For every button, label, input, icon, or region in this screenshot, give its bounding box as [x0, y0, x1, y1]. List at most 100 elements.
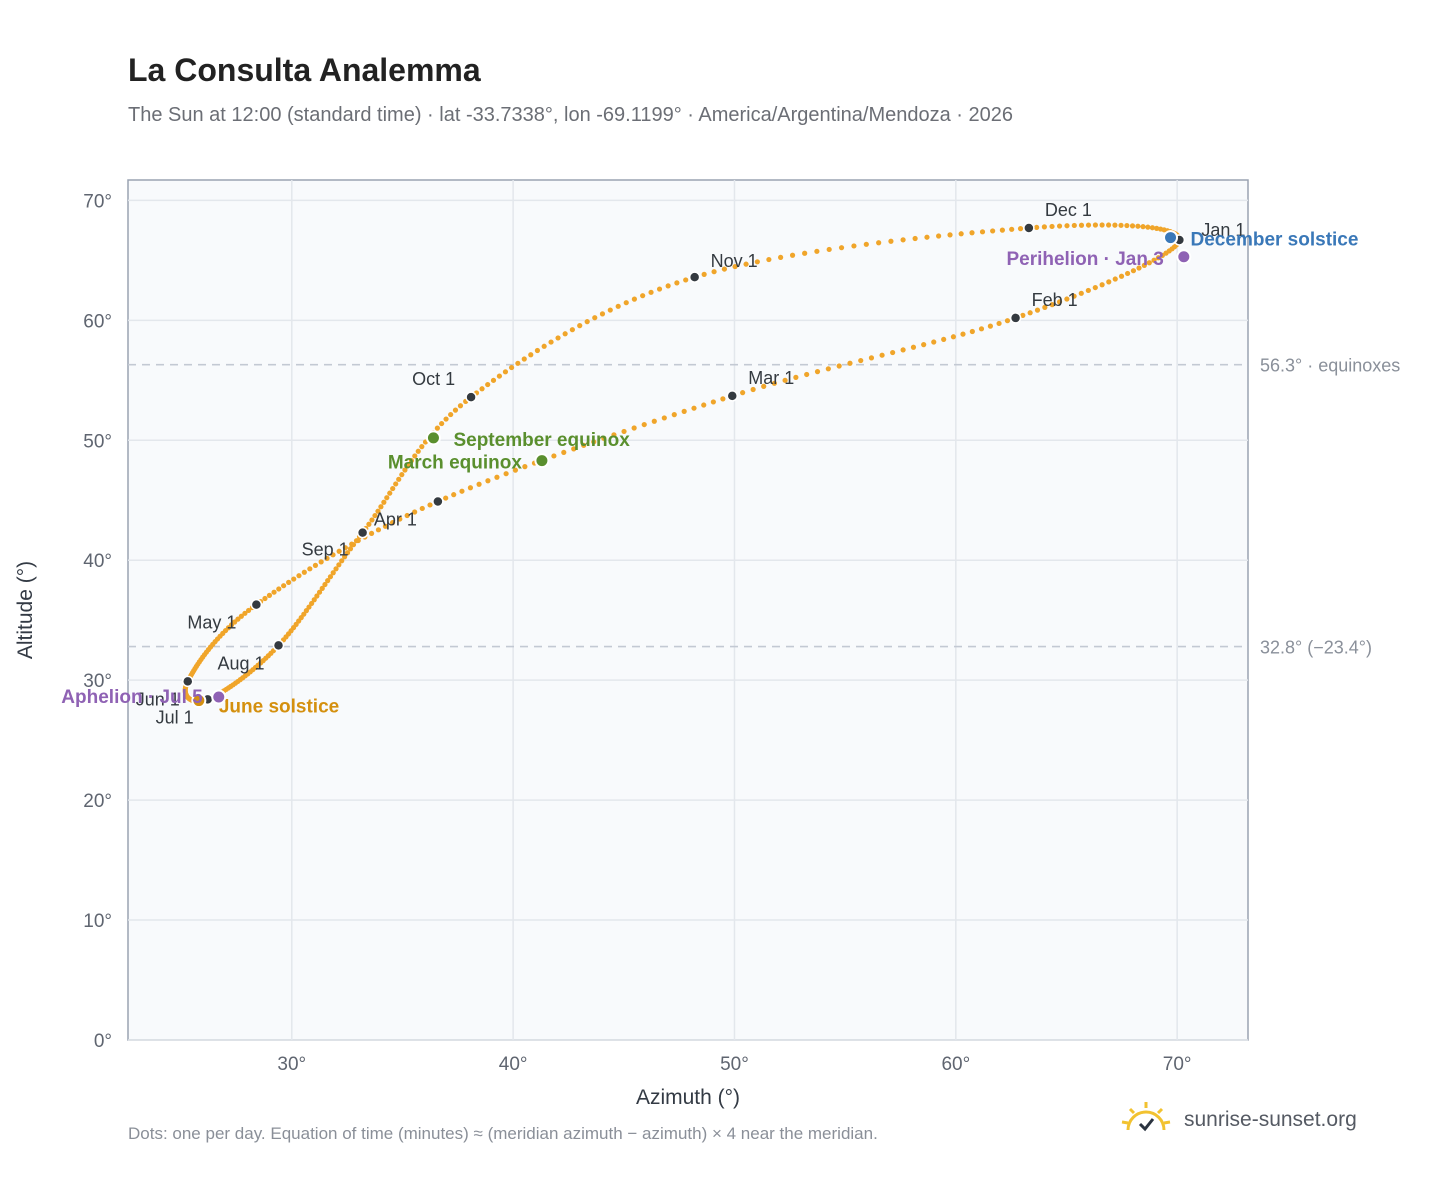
x-tick-label: 40° [499, 1054, 528, 1075]
day-dot [1099, 222, 1105, 228]
day-dot [979, 229, 986, 235]
day-dot [771, 380, 777, 386]
day-dot [931, 339, 937, 345]
day-dot [826, 246, 832, 253]
day-dot [512, 467, 519, 473]
y-tick-label: 40° [83, 551, 112, 572]
day-dot [591, 439, 597, 445]
day-dot [309, 600, 315, 607]
day-dot [296, 573, 302, 579]
day-dot [648, 289, 654, 295]
day-dot [960, 331, 966, 337]
day-dot [720, 396, 726, 402]
day-dot [607, 307, 613, 313]
x-tick-label: 70° [1163, 1054, 1192, 1075]
day-dot [1146, 260, 1152, 266]
day-dot [1149, 225, 1156, 231]
day-dot [665, 283, 671, 289]
day-dot [1009, 226, 1015, 232]
day-dot [1145, 224, 1151, 230]
event-marker [191, 693, 207, 709]
day-dot [448, 411, 454, 418]
day-dot [271, 589, 277, 595]
day-dot [306, 604, 312, 610]
day-dot [541, 343, 547, 349]
event-label: December solstice [1191, 230, 1359, 251]
day-dot [950, 334, 957, 340]
day-dot [443, 495, 449, 501]
month-label: Mar 1 [748, 368, 794, 388]
day-dot [286, 579, 292, 585]
day-dot [399, 472, 405, 478]
day-dot [921, 342, 927, 348]
day-dot [485, 381, 491, 388]
x-axis-label: Azimuth (°) [636, 1086, 740, 1109]
day-dot [701, 402, 707, 408]
day-dot [266, 592, 273, 598]
month-marker [182, 675, 194, 688]
day-dot [393, 481, 399, 487]
y-tick-label: 30° [83, 671, 112, 692]
day-dot [969, 230, 975, 236]
day-dot [661, 415, 667, 421]
day-dot [683, 277, 689, 283]
day-dot [408, 458, 415, 464]
day-dot [958, 231, 964, 237]
day-dot [245, 607, 252, 614]
sun-logo-icon [1120, 1100, 1172, 1139]
day-dot [238, 613, 244, 619]
day-dot [555, 335, 561, 341]
day-dot [412, 509, 418, 515]
day-dot [1112, 222, 1118, 228]
day-dot [319, 585, 325, 591]
month-label: Jul 1 [156, 707, 194, 727]
day-dot [789, 252, 796, 258]
day-dot [847, 360, 853, 366]
chart-title: La Consulta Analemma [128, 52, 481, 88]
day-dot [721, 266, 728, 272]
day-dot [479, 386, 485, 392]
day-dot [522, 464, 528, 470]
day-dot [1118, 222, 1124, 228]
day-dot [301, 569, 307, 575]
day-dot [528, 352, 534, 358]
month-marker [688, 271, 701, 283]
y-tick-label: 70° [83, 191, 112, 212]
month-label: May 1 [187, 613, 236, 633]
month-label: Dec 1 [1045, 200, 1092, 220]
day-dot [1017, 226, 1024, 232]
day-dot [405, 462, 411, 468]
event-marker [425, 430, 441, 446]
day-dot [347, 546, 354, 552]
day-dot [1135, 223, 1141, 229]
day-dot [621, 428, 627, 435]
event-marker [1176, 249, 1192, 265]
day-dot [681, 408, 687, 414]
day-dot [404, 512, 410, 519]
day-dot [1041, 224, 1047, 230]
day-dot [439, 420, 445, 427]
day-dot [1140, 224, 1146, 230]
day-dot [641, 421, 647, 428]
day-dot [987, 323, 993, 329]
x-tick-label: 30° [277, 1054, 306, 1075]
day-dot [324, 555, 330, 561]
day-dot [701, 271, 707, 277]
day-dot [615, 303, 621, 309]
day-dot [571, 446, 577, 452]
day-dot [1056, 299, 1063, 305]
brand[interactable]: sunrise-sunset.org [1120, 1100, 1357, 1139]
day-dot [1078, 222, 1085, 228]
day-dot [369, 517, 375, 523]
day-dot [868, 355, 875, 361]
day-dot [490, 377, 497, 383]
day-dot [503, 471, 509, 477]
brand-name: sunrise-sunset.org [1184, 1107, 1357, 1131]
day-dot [631, 296, 637, 302]
day-dot [307, 566, 313, 572]
day-dot [548, 339, 554, 345]
event-marker [534, 453, 550, 469]
day-dot [457, 403, 464, 409]
